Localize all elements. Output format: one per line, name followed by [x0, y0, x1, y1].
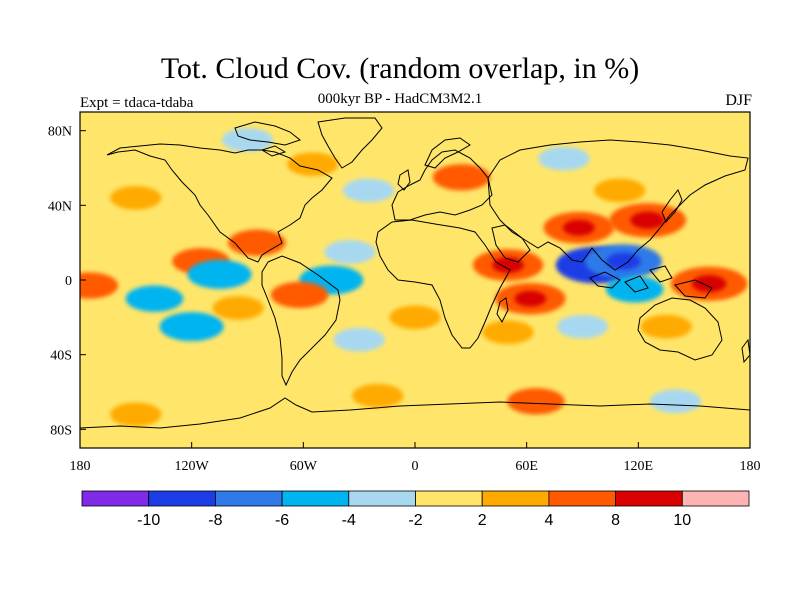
colorbar-label-5: 2 — [478, 512, 487, 529]
colorbar-label-6: 4 — [544, 512, 553, 529]
colorbar-swatch-9 — [681, 490, 750, 507]
coastline-japan — [661, 189, 683, 223]
colorbar-swatch-8 — [615, 490, 683, 507]
anomaly-patch-24 — [640, 314, 692, 339]
colorbar-label-2: -6 — [275, 512, 289, 529]
coastline-africa — [375, 219, 511, 349]
coastline-british-isles — [397, 169, 411, 191]
x-tick-label-5: 120E — [624, 459, 654, 474]
coastline-antarctica — [80, 397, 750, 429]
colorbar-swatch-2 — [214, 490, 283, 507]
anomaly-patch-2 — [187, 259, 252, 289]
anomaly-patch-5 — [159, 312, 224, 342]
x-tick-label-6: 180 — [740, 459, 761, 474]
colorbar-label-8: 10 — [673, 512, 691, 529]
colorbar-label-4: -2 — [408, 512, 422, 529]
coastline-south-america — [261, 255, 341, 387]
anomaly-patch-12 — [389, 305, 441, 330]
map-subtitle: 000kyr BP - HadCM3M2.1 — [317, 91, 483, 107]
anomaly-field — [80, 128, 748, 427]
colorbar-label-0: -10 — [137, 512, 160, 529]
anomaly-patch-6 — [212, 296, 264, 320]
anomaly-patch-15 — [482, 320, 534, 345]
colorbar: -10 -8 -6 -4 -2 2 4 8 10 — [81, 490, 750, 529]
anomaly-patch-30 — [352, 383, 404, 408]
colorbar-swatch-4 — [348, 490, 416, 507]
season-label: DJF — [725, 92, 752, 109]
anomaly-patch-31 — [507, 388, 565, 415]
map-panel: 180 120W 60W 0 60E 120E 180 80N 40N 0 40S 80S — [48, 111, 761, 474]
anomaly-patch-7 — [228, 229, 286, 256]
anomaly-patch-26 — [287, 152, 339, 177]
coastlines — [80, 117, 750, 429]
anomaly-core-18 — [562, 219, 595, 236]
anomaly-patch-0 — [110, 185, 162, 210]
colorbar-swatch-6 — [481, 490, 550, 507]
x-tick-label-1: 120W — [175, 459, 210, 474]
anomaly-core-13 — [492, 257, 524, 273]
coastline-scandinavia — [424, 137, 471, 169]
coastline-asia — [487, 139, 749, 271]
colorbar-swatch-1 — [148, 490, 216, 507]
anomaly-patch-25 — [342, 178, 395, 203]
x-tick-label-0: 180 — [70, 459, 91, 474]
anomaly-patch-23 — [556, 314, 609, 339]
anomaly-core-22 — [691, 275, 727, 293]
anomaly-patch-32 — [110, 402, 162, 427]
y-tick-label-0: 80N — [48, 125, 72, 140]
colorbar-swatch-7 — [548, 490, 617, 507]
y-tick-label-2: 0 — [65, 274, 72, 289]
anomaly-patch-4 — [125, 285, 184, 312]
anomaly-patch-20 — [594, 178, 646, 203]
colorbar-label-7: 8 — [611, 512, 620, 529]
map-axes: 180 120W 60W 0 60E 120E 180 80N 40N 0 40S 80S — [48, 125, 761, 474]
anomaly-core-14 — [514, 290, 547, 307]
y-tick-label-3: 40S — [50, 349, 72, 364]
coastline-australia — [637, 297, 723, 361]
anomaly-patch-28 — [538, 146, 590, 171]
coastline-north-america — [106, 143, 333, 263]
x-tick-label-3: 0 — [412, 459, 419, 474]
y-tick-label-1: 40N — [48, 199, 72, 214]
coastline-arctic-islands — [234, 121, 302, 157]
anomaly-patch-3 — [80, 272, 119, 299]
coastline-madagascar — [496, 297, 509, 324]
y-tick-label-4: 80S — [50, 423, 72, 438]
coastline-maritime-continent — [589, 265, 713, 299]
colorbar-swatch-3 — [281, 490, 350, 507]
anomaly-patch-21 — [605, 276, 664, 303]
colorbar-swatch-5 — [415, 490, 483, 507]
anomaly-patch-8 — [324, 240, 376, 264]
experiment-label: Expt = tdaca-tdaba — [80, 95, 194, 111]
coastline-new-zealand — [741, 338, 750, 364]
anomaly-patch-33 — [649, 389, 702, 414]
x-tick-label-4: 60E — [515, 459, 538, 474]
x-tick-label-2: 60W — [290, 459, 318, 474]
anomaly-patch-11 — [333, 327, 385, 352]
anomaly-patch-27 — [432, 164, 491, 191]
anomaly-patch-29 — [221, 128, 274, 152]
anomaly-core-19 — [630, 211, 665, 229]
colorbar-label-3: -4 — [342, 512, 356, 529]
coastline-greenland — [317, 117, 383, 169]
colorbar-label-1: -8 — [208, 512, 222, 529]
colorbar-swatch-0 — [81, 490, 150, 507]
anomaly-patch-10 — [270, 281, 329, 309]
coastline-arabia — [491, 224, 531, 263]
map-title: Tot. Cloud Cov. (random overlap, in %) — [160, 52, 640, 85]
coastline-europe — [391, 149, 493, 221]
